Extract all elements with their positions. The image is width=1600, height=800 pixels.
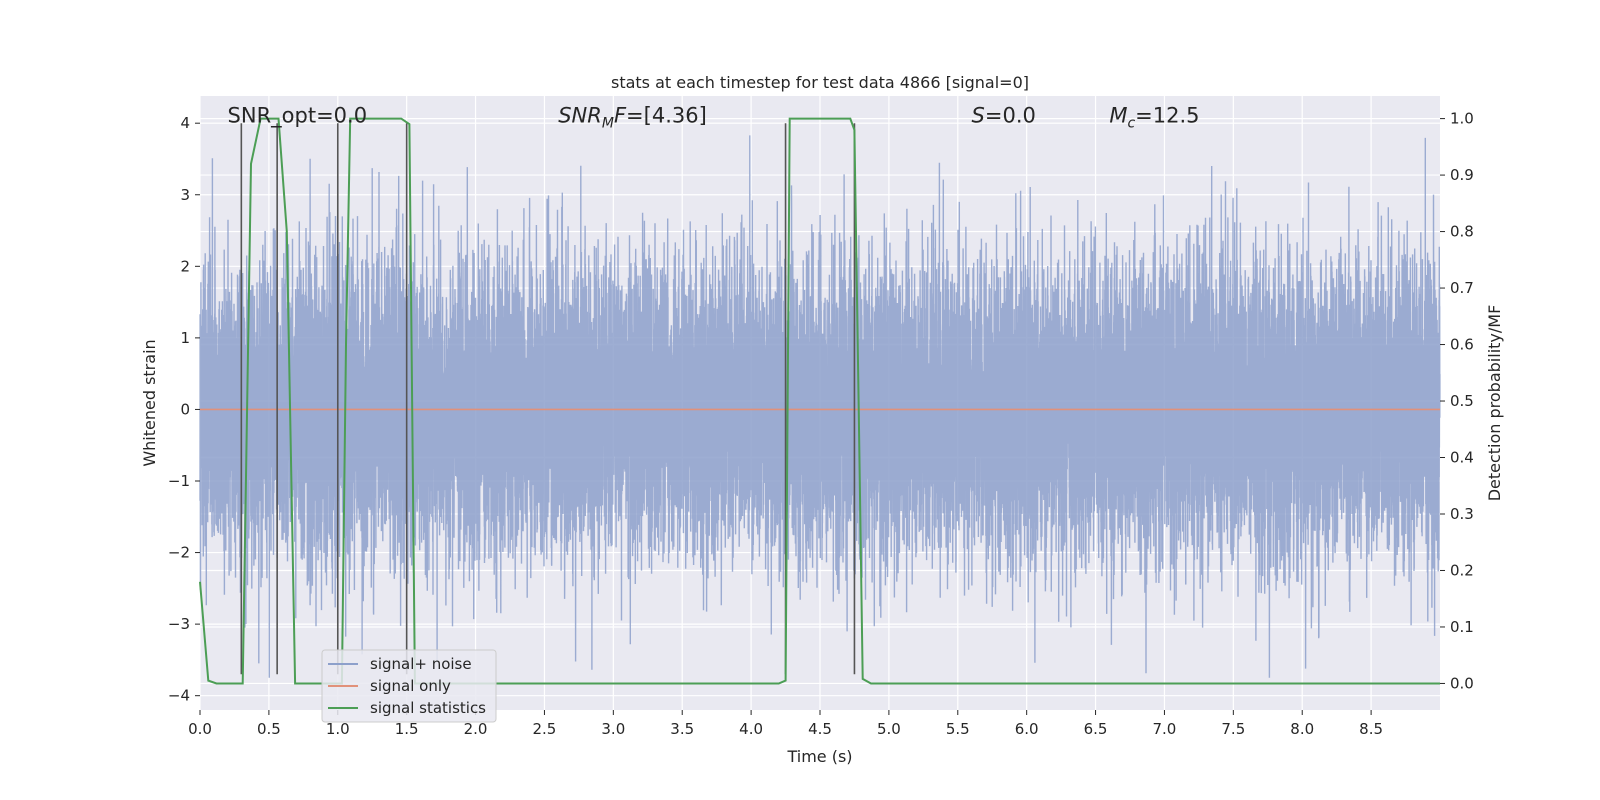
x-tick-label: 5.0 <box>877 720 901 738</box>
y-right-tick-label: 0.1 <box>1450 618 1474 636</box>
x-tick-label: 0.0 <box>188 720 212 738</box>
x-axis-label: Time (s) <box>786 747 852 766</box>
legend-label: signal statistics <box>370 699 486 717</box>
y-right-tick-label: 1.0 <box>1450 110 1474 128</box>
y-right-tick-label: 0.7 <box>1450 279 1474 297</box>
y-tick-label: 3 <box>180 186 190 204</box>
y-right-tick-label: 0.0 <box>1450 674 1474 692</box>
y-right-tick-label: 0.5 <box>1450 392 1474 410</box>
annotation-s: S=0.0 <box>972 104 1036 128</box>
annotations: SNR_opt=0.0 SNRMF=[4.36] S=0.0 Mc=12.5 <box>228 104 1200 132</box>
x-tick-label: 6.5 <box>1084 720 1108 738</box>
y-tick-labels: 4 3 2 1 0 −1 −2 −3 −4 <box>168 114 200 705</box>
legend-label: signal+ noise <box>370 655 472 673</box>
y-axis-label: Whitened strain <box>140 339 159 466</box>
legend-box <box>321 649 497 723</box>
y-right-axis-label: Detection probability/MF <box>1485 305 1504 502</box>
x-tick-label: 7.5 <box>1221 720 1245 738</box>
y-tick-label: 0 <box>180 400 190 418</box>
x-tick-label: 0.5 <box>257 720 281 738</box>
x-tick-label: 8.5 <box>1359 720 1383 738</box>
y-right-tick-labels: 1.0 0.9 0.8 0.7 0.6 0.5 0.4 0.3 0.2 0.1 0.0 <box>1440 110 1474 692</box>
y-tick-label: 2 <box>180 257 190 275</box>
annotation-mc: Mc=12.5 <box>1109 104 1199 132</box>
y-tick-label: 4 <box>180 114 190 132</box>
x-tick-label: 2.0 <box>464 720 488 738</box>
x-tick-label: 4.0 <box>739 720 763 738</box>
chart-marks <box>199 117 1441 685</box>
y-right-tick-label: 0.4 <box>1450 449 1474 467</box>
y-tick-label: −3 <box>168 615 190 633</box>
y-tick-label: 1 <box>180 329 190 347</box>
x-tick-label: 2.5 <box>533 720 557 738</box>
y-right-tick-label: 0.8 <box>1450 223 1474 241</box>
x-tick-label: 3.5 <box>670 720 694 738</box>
x-tick-label: 8.0 <box>1290 720 1314 738</box>
y-tick-label: −1 <box>168 472 190 490</box>
x-tick-label: 5.5 <box>946 720 970 738</box>
y-right-tick-label: 0.2 <box>1450 561 1474 579</box>
x-tick-label: 4.5 <box>808 720 832 738</box>
annotation-snr-mf: SNRMF=[4.36] <box>558 104 707 132</box>
annotation-snr-opt: SNR_opt=0.0 <box>228 104 368 129</box>
x-tick-label: 6.0 <box>1015 720 1039 738</box>
legend-label: signal only <box>370 677 451 695</box>
x-tick-label: 7.0 <box>1153 720 1177 738</box>
y-right-tick-label: 0.9 <box>1450 166 1474 184</box>
series-signal-statistics-line <box>199 117 1440 685</box>
y-right-tick-label: 0.3 <box>1450 505 1474 523</box>
y-tick-label: −2 <box>168 544 190 562</box>
x-tick-labels: 0.0 0.5 1.0 1.5 2.0 2.5 3.0 3.5 4.0 4.5 5.0 5.5 6.0 6… <box>188 710 1383 738</box>
y-right-tick-label: 0.6 <box>1450 336 1474 354</box>
legend: signal+ noise signal only signal statistic… <box>321 649 497 723</box>
x-tick-label: 3.0 <box>601 720 625 738</box>
chart-title: stats at each timestep for test data 486… <box>611 73 1029 92</box>
y-tick-label: −4 <box>168 687 190 705</box>
x-tick-label: 1.0 <box>326 720 350 738</box>
x-tick-label: 1.5 <box>395 720 419 738</box>
